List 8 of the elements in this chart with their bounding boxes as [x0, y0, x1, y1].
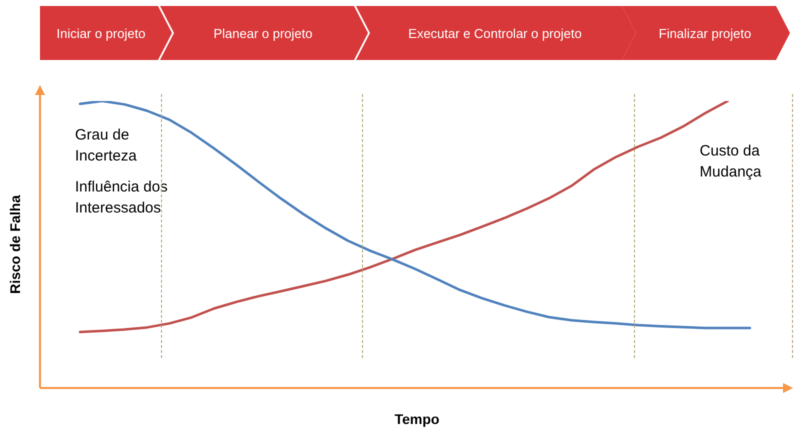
x-axis-title: Tempo [394, 410, 440, 427]
series-label: Custo da Mudança [700, 142, 762, 181]
text: Finalizar projeto [658, 24, 752, 42]
text: Iniciar o projeto [56, 24, 146, 42]
series-label: Grau de Incerteza [75, 126, 138, 165]
text: Planear o projeto [213, 24, 312, 42]
text: Executar e Controlar o projeto [408, 24, 582, 42]
y-axis-title: Risco de Falha [6, 194, 23, 294]
